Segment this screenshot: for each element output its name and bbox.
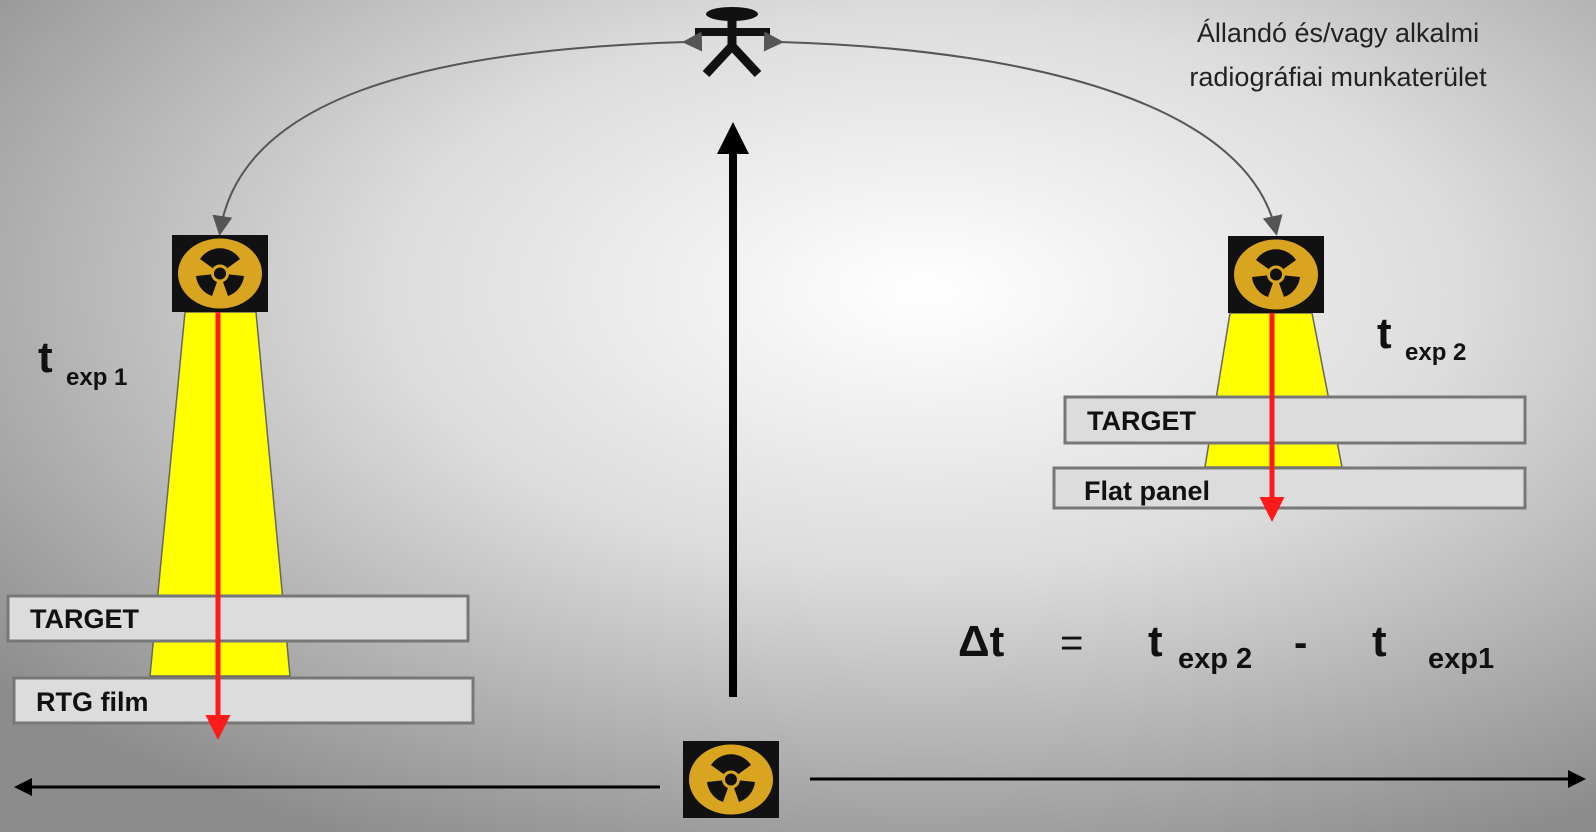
t-sub: exp 2 [1405,339,1466,366]
path-arrow [763,31,1283,236]
target-label: TARGET [30,604,139,634]
panel-label: Flat panel [1084,476,1210,506]
t: t [1148,617,1163,666]
path-arrow [212,31,703,236]
t-sub: exp 1 [66,364,127,391]
sub: exp 2 [1178,643,1252,675]
target-box [6,594,470,643]
radiation-source [683,741,779,818]
formula: Δt = t exp 2 - t exp1 [958,617,1494,675]
film-box [12,676,475,725]
t-label: t [38,333,53,382]
person-icon [695,7,770,78]
target-box [1063,395,1527,445]
minus: - [1294,621,1307,665]
film-label: RTG film [36,687,149,717]
radiation-source [172,235,268,312]
delta: Δt [958,617,1005,666]
sub: exp1 [1428,643,1494,675]
equals: = [1060,621,1083,665]
panel-box [1052,466,1527,510]
t: t [1372,617,1387,666]
target-label: TARGET [1087,406,1196,436]
t-label: t [1377,309,1392,358]
radiation-source [1228,236,1324,313]
area-label: Állandó és/vagy alkalmi [1197,18,1479,48]
area-label: radiográfiai munkaterület [1189,62,1487,92]
